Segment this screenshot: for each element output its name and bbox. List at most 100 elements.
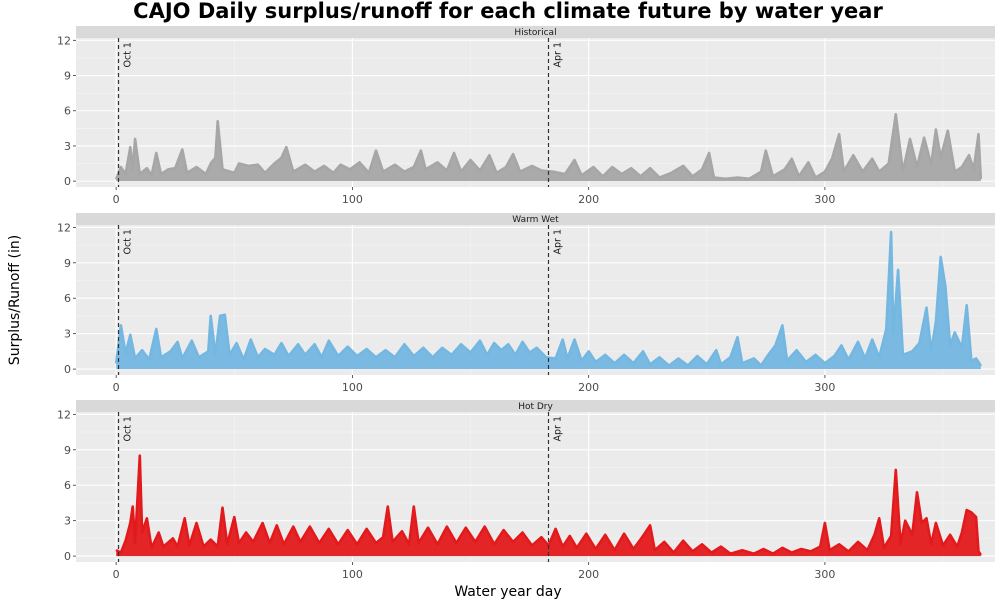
data-point (588, 350, 590, 352)
data-point (829, 549, 831, 551)
chart-title: CAJO Daily surplus/runoff for each clima… (133, 0, 883, 23)
data-point (791, 552, 793, 554)
data-point (349, 168, 351, 170)
data-point (247, 165, 250, 167)
data-point (562, 546, 564, 548)
data-point (521, 341, 524, 343)
data-point (479, 170, 481, 172)
data-point (970, 511, 973, 513)
data-point (401, 530, 403, 532)
data-point (332, 172, 335, 174)
data-point (210, 162, 212, 165)
data-point (160, 173, 162, 175)
x-tick-label: 300 (814, 381, 835, 394)
data-point (831, 158, 833, 160)
data-point (125, 353, 127, 355)
data-point (146, 167, 148, 169)
data-point (169, 350, 172, 352)
data-point (781, 547, 784, 549)
data-point (469, 352, 472, 354)
data-point (729, 356, 732, 358)
data-point (238, 542, 240, 544)
data-point (935, 321, 937, 323)
data-point (125, 540, 127, 542)
x-tick-label: 100 (342, 381, 363, 394)
data-point (573, 159, 576, 161)
data-point (866, 549, 869, 551)
data-point (427, 527, 429, 529)
data-point (682, 165, 684, 167)
data-point (930, 164, 932, 166)
data-point (956, 546, 958, 548)
data-point (323, 165, 325, 167)
data-point (767, 354, 769, 356)
data-point (878, 517, 880, 519)
data-point (663, 541, 665, 543)
x-tick-label: 200 (578, 381, 599, 394)
data-point (798, 175, 800, 177)
data-point (264, 172, 266, 174)
data-point (961, 166, 963, 168)
y-axis-title: Surplus/Runoff (in) (7, 235, 23, 365)
data-point (772, 175, 774, 177)
data-point (484, 526, 486, 528)
data-point (947, 130, 949, 132)
data-point (562, 339, 564, 341)
data-point (328, 528, 330, 530)
data-point (930, 350, 932, 352)
data-point (337, 543, 339, 545)
data-point (120, 552, 122, 554)
data-point (654, 549, 656, 551)
data-point (347, 529, 349, 531)
data-point (276, 524, 278, 527)
data-point (632, 548, 635, 550)
data-point (772, 553, 774, 555)
data-point (873, 534, 876, 536)
data-point (486, 354, 488, 356)
data-point (980, 554, 982, 556)
data-point (314, 171, 316, 173)
data-point (418, 542, 420, 544)
data-point (514, 354, 517, 356)
data-point (375, 356, 377, 358)
series-area (116, 114, 981, 182)
data-point (706, 363, 708, 365)
series-line (114, 230, 982, 367)
data-point (840, 344, 843, 347)
data-point (205, 173, 207, 175)
data-point (944, 285, 947, 287)
data-point (687, 365, 689, 367)
data-point (658, 356, 661, 358)
data-point (269, 542, 271, 544)
data-point (236, 342, 238, 344)
data-point (436, 161, 439, 163)
data-point (375, 542, 377, 544)
data-point (146, 517, 148, 519)
data-point (961, 531, 963, 534)
data-point (843, 171, 845, 173)
data-point (573, 339, 576, 341)
data-point (814, 177, 817, 179)
data-point (493, 342, 495, 344)
data-point (198, 356, 200, 358)
data-point (184, 517, 186, 519)
data-point (940, 157, 942, 159)
data-point (540, 170, 543, 172)
data-point (720, 363, 722, 365)
data-point (174, 167, 176, 169)
data-point (233, 172, 235, 174)
data-point (304, 354, 306, 356)
data-point (677, 357, 680, 360)
data-point (229, 354, 231, 356)
data-point (233, 516, 235, 518)
x-tick-label: 100 (342, 568, 363, 581)
data-point (151, 547, 153, 549)
data-point (762, 548, 765, 550)
data-point (453, 152, 455, 154)
data-point (897, 269, 899, 271)
data-point (753, 357, 755, 360)
data-point (188, 544, 190, 547)
data-point (162, 546, 164, 548)
data-point (911, 534, 913, 536)
